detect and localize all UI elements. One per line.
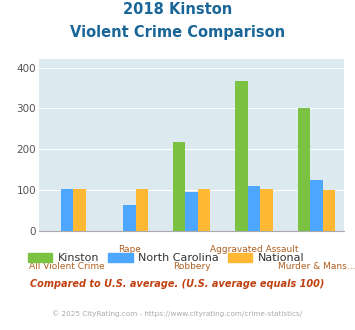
Text: Murder & Mans...: Murder & Mans...: [278, 262, 355, 271]
Bar: [260, 189, 273, 231]
Text: Robbery: Robbery: [173, 262, 211, 271]
Bar: [297, 109, 310, 231]
Text: © 2025 CityRating.com - https://www.cityrating.com/crime-statistics/: © 2025 CityRating.com - https://www.city…: [53, 310, 302, 317]
Text: All Violent Crime: All Violent Crime: [29, 262, 105, 271]
Text: Aggravated Assault: Aggravated Assault: [210, 245, 298, 254]
Bar: [73, 189, 86, 231]
Legend: Kinston, North Carolina, National: Kinston, North Carolina, National: [23, 248, 309, 268]
Text: Compared to U.S. average. (U.S. average equals 100): Compared to U.S. average. (U.S. average …: [30, 279, 325, 289]
Bar: [173, 142, 185, 231]
Bar: [323, 190, 335, 231]
Bar: [198, 189, 211, 231]
Bar: [310, 180, 323, 231]
Bar: [248, 186, 260, 231]
Bar: [61, 189, 73, 231]
Bar: [136, 189, 148, 231]
Bar: [185, 192, 198, 231]
Text: 2018 Kinston: 2018 Kinston: [123, 2, 232, 16]
Text: Rape: Rape: [118, 245, 141, 254]
Bar: [123, 205, 136, 231]
Text: Violent Crime Comparison: Violent Crime Comparison: [70, 25, 285, 40]
Bar: [235, 81, 248, 231]
